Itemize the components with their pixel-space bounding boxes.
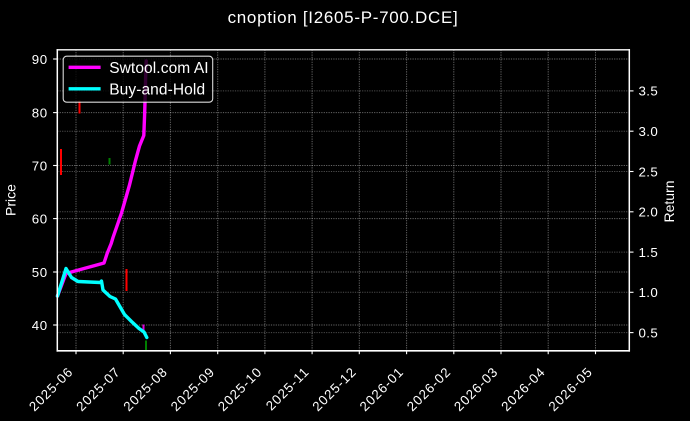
svg-text:Buy-and-Hold: Buy-and-Hold bbox=[109, 81, 205, 98]
svg-text:3.0: 3.0 bbox=[639, 124, 659, 139]
svg-text:2.0: 2.0 bbox=[639, 205, 659, 220]
svg-text:Return: Return bbox=[661, 180, 677, 222]
svg-text:90: 90 bbox=[32, 52, 48, 67]
svg-text:50: 50 bbox=[32, 265, 48, 280]
svg-text:80: 80 bbox=[32, 105, 48, 120]
svg-text:70: 70 bbox=[32, 158, 48, 173]
svg-text:Swtool.com AI: Swtool.com AI bbox=[109, 60, 209, 77]
svg-text:1.0: 1.0 bbox=[639, 285, 659, 300]
svg-text:0.5: 0.5 bbox=[639, 325, 659, 340]
svg-text:40: 40 bbox=[32, 318, 48, 333]
svg-text:60: 60 bbox=[32, 211, 48, 226]
svg-text:Price: Price bbox=[3, 184, 19, 216]
svg-text:2.5: 2.5 bbox=[639, 164, 659, 179]
svg-text:1.5: 1.5 bbox=[639, 245, 659, 260]
svg-text:cnoption [I2605-P-700.DCE]: cnoption [I2605-P-700.DCE] bbox=[228, 8, 459, 27]
svg-text:3.5: 3.5 bbox=[639, 84, 659, 99]
